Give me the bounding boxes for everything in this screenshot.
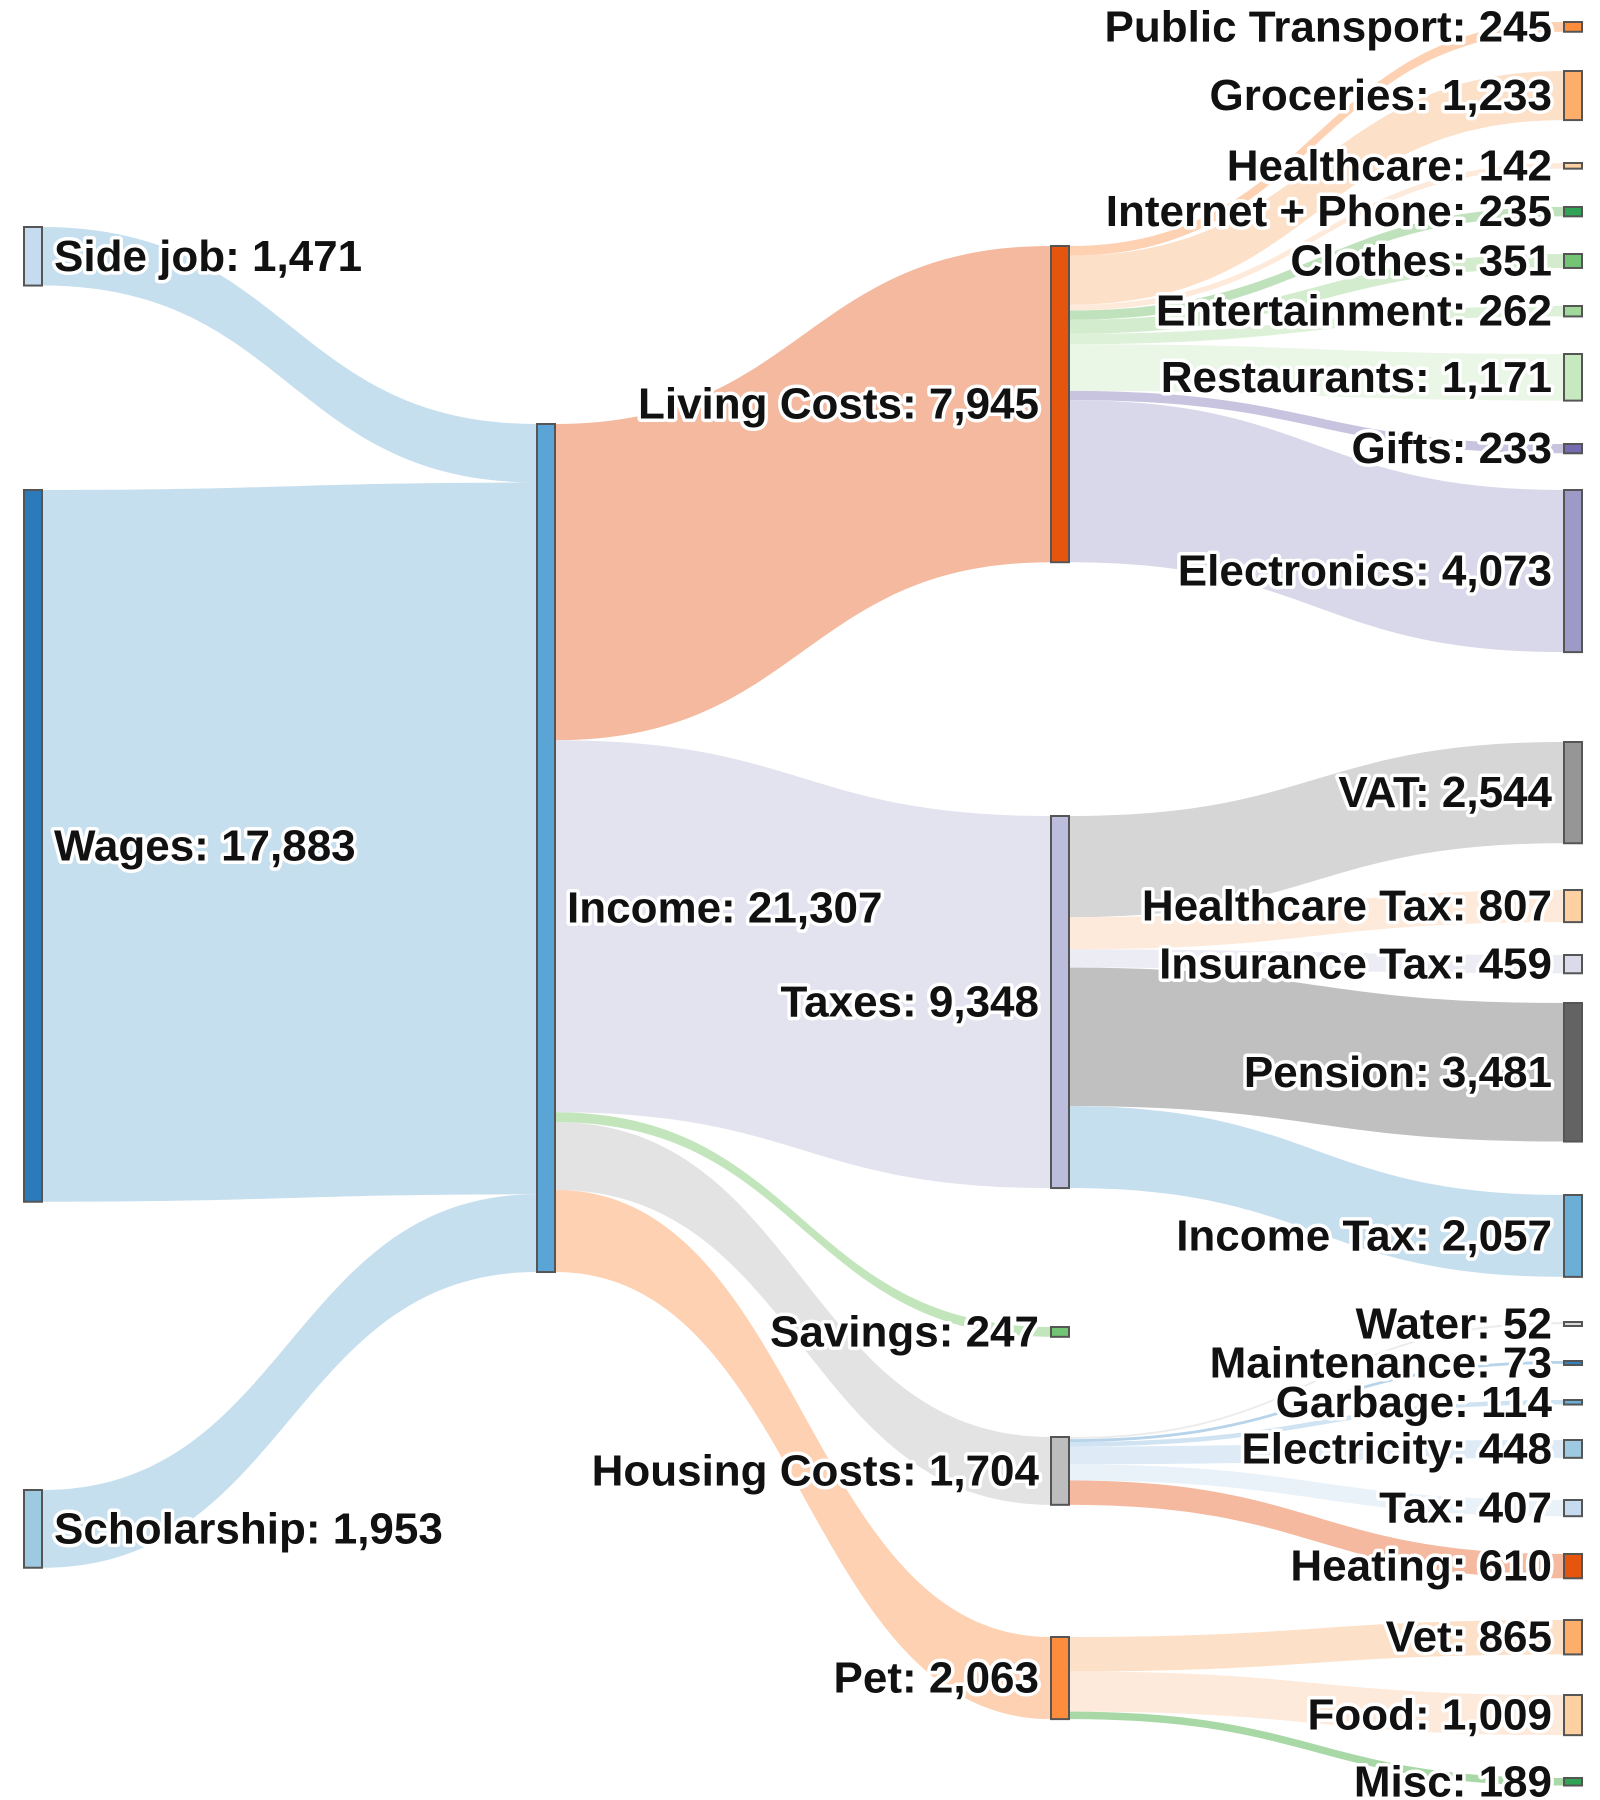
node-electronics[interactable] xyxy=(1563,489,1583,654)
node-pension[interactable] xyxy=(1563,1002,1583,1143)
link-pet-to-vet[interactable] xyxy=(1069,1620,1564,1672)
node-label-food: Food: 1,009 xyxy=(1308,1691,1553,1740)
link-living-to-public_transport[interactable] xyxy=(1069,22,1564,256)
node-internet[interactable] xyxy=(1563,206,1583,218)
node-label-income: Income: 21,307 xyxy=(567,884,883,933)
link-housing-to-heating[interactable] xyxy=(1069,1480,1564,1579)
node-label-pension: Pension: 3,481 xyxy=(1244,1048,1552,1097)
node-misc[interactable] xyxy=(1563,1777,1583,1787)
link-housing-to-tax_h[interactable] xyxy=(1069,1464,1564,1517)
node-label-internet: Internet + Phone: 235 xyxy=(1106,187,1552,236)
link-taxes-to-income_tax[interactable] xyxy=(1069,1106,1564,1277)
node-garbage[interactable] xyxy=(1563,1399,1583,1406)
link-living-to-groceries[interactable] xyxy=(1069,71,1564,305)
nodes-layer xyxy=(23,21,1583,1787)
node-pet[interactable] xyxy=(1050,1636,1070,1721)
link-income-to-savings[interactable] xyxy=(555,1112,1051,1337)
node-entertainment[interactable] xyxy=(1563,305,1583,318)
node-label-groceries: Groceries: 1,233 xyxy=(1210,71,1552,120)
node-label-restaurants: Restaurants: 1,171 xyxy=(1161,353,1552,402)
node-vat[interactable] xyxy=(1563,741,1583,845)
node-heating[interactable] xyxy=(1563,1553,1583,1580)
node-label-income_tax: Income Tax: 2,057 xyxy=(1176,1211,1552,1260)
link-income-to-taxes[interactable] xyxy=(555,740,1051,1189)
link-living-to-electronics[interactable] xyxy=(1069,400,1564,653)
node-label-side_job: Side job: 1,471 xyxy=(54,232,362,281)
link-scholarship-to-income[interactable] xyxy=(42,1194,537,1568)
node-clothes[interactable] xyxy=(1563,253,1583,269)
node-housing[interactable] xyxy=(1050,1436,1070,1506)
node-living[interactable] xyxy=(1050,245,1070,564)
node-gifts[interactable] xyxy=(1563,443,1583,455)
node-tax_h[interactable] xyxy=(1563,1499,1583,1518)
node-label-pet: Pet: 2,063 xyxy=(834,1654,1039,1703)
links-layer xyxy=(42,22,1564,1786)
node-restaurants[interactable] xyxy=(1563,353,1583,402)
node-food[interactable] xyxy=(1563,1694,1583,1737)
node-scholarship[interactable] xyxy=(23,1489,43,1569)
link-taxes-to-healthcare_tax[interactable] xyxy=(1069,890,1564,950)
link-pet-to-food[interactable] xyxy=(1069,1671,1564,1736)
node-maintenance[interactable] xyxy=(1563,1360,1583,1366)
node-label-living: Living Costs: 7,945 xyxy=(638,380,1039,429)
link-living-to-gifts[interactable] xyxy=(1069,390,1564,454)
link-living-to-entertainment[interactable] xyxy=(1069,306,1564,345)
node-wages[interactable] xyxy=(23,489,43,1203)
node-groceries[interactable] xyxy=(1563,70,1583,122)
node-label-electricity: Electricity: 448 xyxy=(1241,1424,1552,1473)
node-label-insurance_tax: Insurance Tax: 459 xyxy=(1159,940,1552,989)
node-label-water: Water: 52 xyxy=(1356,1300,1552,1349)
link-living-to-clothes[interactable] xyxy=(1069,254,1564,334)
node-label-gifts: Gifts: 233 xyxy=(1351,424,1552,473)
link-pet-to-misc[interactable] xyxy=(1069,1711,1564,1786)
link-side_job-to-income[interactable] xyxy=(42,227,537,483)
node-label-scholarship: Scholarship: 1,953 xyxy=(54,1504,443,1553)
node-label-healthcare: Healthcare: 142 xyxy=(1227,141,1552,190)
node-label-savings: Savings: 247 xyxy=(770,1307,1039,1356)
node-label-garbage: Garbage: 114 xyxy=(1276,1378,1553,1427)
node-label-taxes: Taxes: 9,348 xyxy=(781,978,1039,1027)
link-income-to-living[interactable] xyxy=(555,246,1051,741)
node-label-healthcare_tax: Healthcare Tax: 807 xyxy=(1142,882,1552,931)
node-vet[interactable] xyxy=(1563,1619,1583,1656)
node-label-wages: Wages: 17,883 xyxy=(54,821,356,870)
link-living-to-internet[interactable] xyxy=(1069,207,1564,320)
node-electricity[interactable] xyxy=(1563,1439,1583,1459)
link-taxes-to-insurance_tax[interactable] xyxy=(1069,949,1564,974)
node-label-housing: Housing Costs: 1,704 xyxy=(592,1446,1040,1495)
node-label-heating: Heating: 610 xyxy=(1290,1542,1552,1591)
link-income-to-pet[interactable] xyxy=(555,1189,1051,1720)
link-housing-to-water[interactable] xyxy=(1069,1322,1564,1440)
link-taxes-to-vat[interactable] xyxy=(1069,742,1564,918)
node-label-public_transport: Public Transport: 245 xyxy=(1105,2,1552,51)
node-taxes[interactable] xyxy=(1050,815,1070,1190)
node-insurance_tax[interactable] xyxy=(1563,954,1583,975)
link-wages-to-income[interactable] xyxy=(42,482,537,1202)
link-income-to-housing[interactable] xyxy=(555,1122,1051,1505)
node-savings[interactable] xyxy=(1050,1326,1070,1338)
node-healthcare[interactable] xyxy=(1563,162,1583,170)
node-label-tax_h: Tax: 407 xyxy=(1379,1484,1552,1533)
node-label-electronics: Electronics: 4,073 xyxy=(1178,547,1552,596)
labels-layer: Side job: 1,471 Wages: 17,883 Scholarship:… xyxy=(51,0,1557,1800)
node-label-maintenance: Maintenance: 73 xyxy=(1210,1339,1552,1388)
link-housing-to-garbage[interactable] xyxy=(1069,1400,1564,1447)
node-income[interactable] xyxy=(536,423,556,1274)
link-housing-to-maintenance[interactable] xyxy=(1069,1361,1564,1442)
node-label-vet: Vet: 865 xyxy=(1386,1613,1552,1662)
node-healthcare_tax[interactable] xyxy=(1563,889,1583,924)
node-label-clothes: Clothes: 351 xyxy=(1290,236,1552,285)
node-label-misc: Misc: 189 xyxy=(1354,1757,1552,1800)
node-water[interactable] xyxy=(1563,1321,1583,1327)
node-label-entertainment: Entertainment: 262 xyxy=(1156,287,1552,336)
link-housing-to-electricity[interactable] xyxy=(1069,1440,1564,1465)
link-living-to-restaurants[interactable] xyxy=(1069,344,1564,401)
link-living-to-healthcare[interactable] xyxy=(1069,163,1564,311)
node-label-vat: VAT: 2,544 xyxy=(1338,768,1552,817)
node-public_transport[interactable] xyxy=(1563,21,1583,33)
node-side_job[interactable] xyxy=(23,226,43,287)
node-income_tax[interactable] xyxy=(1563,1194,1583,1278)
link-taxes-to-pension[interactable] xyxy=(1069,967,1564,1142)
